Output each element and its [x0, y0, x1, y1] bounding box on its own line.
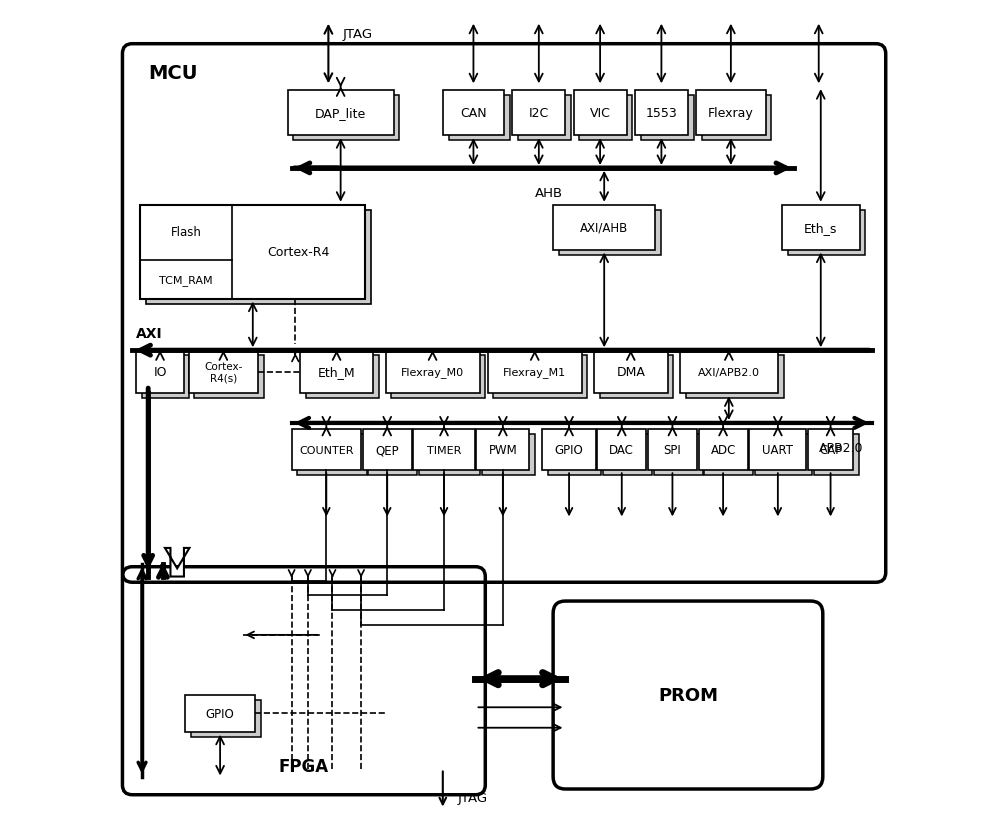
Bar — [391, 355, 485, 399]
Bar — [788, 210, 865, 256]
Bar — [292, 430, 361, 471]
Bar — [146, 210, 371, 304]
Bar — [704, 435, 753, 476]
Bar — [142, 355, 189, 399]
Bar — [368, 435, 417, 476]
Bar — [288, 91, 394, 136]
Text: TCM_RAM: TCM_RAM — [159, 275, 213, 286]
Bar — [191, 700, 261, 737]
Bar — [654, 435, 703, 476]
Bar — [189, 351, 258, 394]
Bar — [600, 355, 673, 399]
Text: Flash: Flash — [171, 225, 202, 238]
Text: SPI: SPI — [664, 444, 681, 457]
Bar — [808, 430, 853, 471]
Text: Flexray: Flexray — [708, 107, 754, 120]
Bar — [419, 435, 480, 476]
Text: MCU: MCU — [149, 64, 198, 84]
Bar — [136, 351, 184, 394]
Bar — [443, 91, 504, 136]
Bar — [782, 206, 860, 251]
Bar — [297, 435, 367, 476]
Bar — [488, 351, 582, 394]
Text: Flexray_M0: Flexray_M0 — [401, 367, 464, 378]
Text: QEP: QEP — [375, 444, 399, 457]
Text: I2C: I2C — [529, 107, 549, 120]
Text: TIMER: TIMER — [427, 446, 461, 455]
Bar — [574, 91, 627, 136]
Bar — [386, 351, 480, 394]
Bar — [306, 355, 379, 399]
Bar — [594, 351, 668, 394]
Bar — [413, 430, 475, 471]
Bar — [603, 435, 652, 476]
Bar — [814, 435, 859, 476]
Text: IO: IO — [153, 366, 167, 379]
Text: FPGA: FPGA — [279, 758, 329, 775]
Text: JTAG: JTAG — [343, 28, 373, 40]
Bar — [635, 91, 688, 136]
Text: JTAG: JTAG — [458, 790, 488, 803]
Text: Flexray_M1: Flexray_M1 — [503, 367, 566, 378]
Bar — [300, 351, 373, 394]
Bar — [542, 430, 596, 471]
Bar — [482, 435, 535, 476]
Bar — [548, 435, 601, 476]
Bar — [648, 430, 697, 471]
Bar — [194, 355, 264, 399]
Bar — [559, 210, 661, 256]
Text: Cortex-R4: Cortex-R4 — [267, 246, 330, 259]
Text: DMA: DMA — [616, 366, 645, 379]
Bar — [293, 96, 399, 141]
Bar — [493, 355, 587, 399]
Bar — [686, 355, 784, 399]
Text: DAC: DAC — [609, 444, 634, 457]
Bar — [680, 351, 778, 394]
Text: COUNTER: COUNTER — [299, 446, 354, 455]
Text: UART: UART — [762, 444, 793, 457]
Text: CAN: CAN — [460, 107, 487, 120]
Bar — [476, 430, 529, 471]
Bar — [518, 96, 571, 141]
Text: Eth_M: Eth_M — [318, 366, 355, 379]
Polygon shape — [165, 548, 189, 577]
Bar — [363, 430, 412, 471]
Text: PWM: PWM — [488, 444, 517, 457]
Bar — [699, 430, 748, 471]
Bar — [140, 206, 365, 299]
Text: ADC: ADC — [710, 444, 736, 457]
Bar — [702, 96, 771, 141]
Text: Cortex-
R4(s): Cortex- R4(s) — [204, 361, 243, 383]
Text: DAP_lite: DAP_lite — [315, 107, 366, 120]
Text: AXI/APB2.0: AXI/APB2.0 — [698, 368, 760, 378]
Text: AHB: AHB — [535, 187, 563, 200]
Bar — [696, 91, 766, 136]
Text: APB2.0: APB2.0 — [819, 441, 864, 455]
Text: GPIO: GPIO — [555, 444, 583, 457]
Text: CAP: CAP — [819, 444, 842, 457]
Text: GPIO: GPIO — [206, 707, 234, 720]
Text: AXI: AXI — [136, 327, 163, 341]
Text: AXI/AHB: AXI/AHB — [580, 221, 628, 234]
Bar — [449, 96, 510, 141]
Text: VIC: VIC — [590, 107, 611, 120]
Bar — [749, 430, 806, 471]
Bar — [512, 91, 565, 136]
Bar — [597, 430, 646, 471]
Bar — [579, 96, 632, 141]
Text: 1553: 1553 — [646, 107, 677, 120]
Bar — [755, 435, 812, 476]
Text: PROM: PROM — [658, 686, 718, 704]
Bar — [553, 206, 655, 251]
Bar — [641, 96, 694, 141]
Text: Eth_s: Eth_s — [804, 221, 837, 234]
Bar — [185, 695, 255, 732]
